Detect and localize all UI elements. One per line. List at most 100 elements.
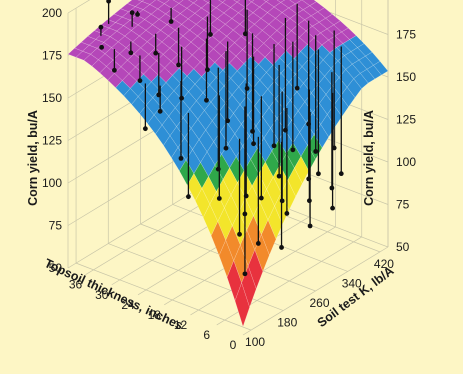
surface-cell: [226, 29, 242, 44]
surface-cell: [245, 12, 262, 25]
surface-cell: [280, 179, 296, 211]
surface-cell: [248, 0, 255, 3]
surface-cell: [155, 124, 171, 146]
z-tick-label-right: 100: [396, 155, 416, 169]
surface-cell: [251, 0, 267, 8]
surface-cell: [254, 18, 270, 31]
surface-cell: [299, 30, 315, 45]
surface-cell: [182, 29, 198, 43]
x-tick-label: 260: [309, 296, 329, 310]
observation-point: [306, 198, 312, 204]
surface-cell: [222, 167, 238, 196]
observation-point: [284, 211, 290, 216]
observation-point: [290, 147, 296, 153]
surface-cell: [304, 15, 320, 27]
observation-point: [205, 67, 210, 73]
gridline-floor-x: [75, 262, 252, 331]
z-tick-label-right: 125: [396, 113, 416, 127]
z-tick-label-left: 100: [42, 176, 62, 190]
x-tick-label: 100: [245, 335, 265, 349]
z-tick-label-left: 200: [42, 6, 62, 20]
observation-point: [204, 97, 209, 103]
surface-cell: [131, 96, 147, 114]
z-tick-label-left: 75: [49, 219, 63, 233]
observation-point: [223, 145, 229, 151]
observation-point: [142, 126, 148, 132]
observation-point: [338, 171, 344, 177]
observation-point: [313, 149, 319, 154]
y-tick-label: 36: [69, 278, 83, 292]
observation-point: [330, 205, 335, 211]
y-tick-label: 6: [203, 328, 210, 342]
surface-cell: [281, 7, 298, 19]
observation-point: [208, 32, 213, 37]
surface-cell: [276, 0, 286, 3]
y-axis-label: Topsoil thickness, inches: [42, 256, 185, 333]
z-tick-label-left: 175: [42, 49, 62, 63]
observation-point: [128, 50, 134, 56]
observation-point: [216, 196, 222, 201]
surface-cell: [263, 0, 270, 2]
surface-cell: [123, 88, 139, 105]
surface-cell: [227, 42, 243, 57]
surface-cell: [253, 201, 269, 236]
z-tick-label-right: 150: [396, 70, 416, 84]
observation-point: [186, 194, 191, 200]
observation-point: [258, 195, 264, 201]
observation-point: [279, 245, 284, 250]
observation-point: [153, 50, 159, 56]
y-tick-label: 30: [95, 288, 109, 302]
yield-surface: [67, 0, 389, 328]
surface-cell: [171, 3, 188, 14]
surface-cell: [244, 1, 261, 14]
surface-cell: [137, 19, 153, 31]
gridline-floor-x: [108, 243, 284, 311]
surface-cell: [258, 56, 274, 73]
y-tick-label: 24: [121, 298, 135, 312]
observation-point: [215, 166, 221, 172]
observation-point: [329, 185, 335, 191]
surface-cell: [350, 47, 366, 61]
z-tick-label-left: 150: [42, 91, 62, 105]
observation-point: [168, 19, 174, 24]
surface-cell: [247, 23, 263, 37]
surface-cell: [241, 265, 257, 308]
y-tick-label: 0: [230, 338, 237, 352]
surface-cell: [216, 12, 233, 25]
z-axis-label-left: Corn yield, bu/A: [26, 110, 40, 206]
surface-cell: [366, 64, 382, 80]
surface-cell: [218, 0, 226, 3]
surface-cell: [107, 72, 123, 89]
y-tick-label: 12: [174, 318, 188, 332]
z-axis-label-right: Corn yield, bu/A: [362, 110, 376, 206]
z-tick-label-left: 125: [42, 134, 62, 148]
observation-point: [279, 198, 285, 204]
y-tick-label: 18: [148, 308, 162, 322]
observation-point: [237, 231, 242, 237]
surface-cell: [288, 3, 304, 15]
observation-point: [242, 271, 248, 277]
observation-point: [242, 211, 248, 217]
observation-point: [316, 171, 321, 177]
surface-cell: [373, 60, 389, 76]
observation-point: [251, 141, 256, 147]
observation-point: [271, 143, 277, 149]
surface-cell: [160, 24, 176, 37]
surface-cell: [188, 0, 198, 4]
observation-point: [176, 62, 181, 68]
gridline-floor-y: [242, 246, 389, 336]
surface-cell: [157, 67, 173, 83]
x-tick-label: 180: [277, 316, 297, 330]
surface-cell: [137, 0, 145, 2]
x-tick-label: 340: [342, 276, 362, 290]
surface-cell: [87, 30, 103, 40]
observation-point: [306, 176, 312, 182]
surface-cell: [203, 0, 212, 4]
x-tick-label: 420: [374, 257, 394, 271]
observation-point: [106, 0, 112, 4]
surface-cell: [344, 51, 360, 65]
observation-point: [99, 44, 105, 50]
surface-cell: [135, 60, 151, 75]
surface-cell: [180, 75, 196, 93]
